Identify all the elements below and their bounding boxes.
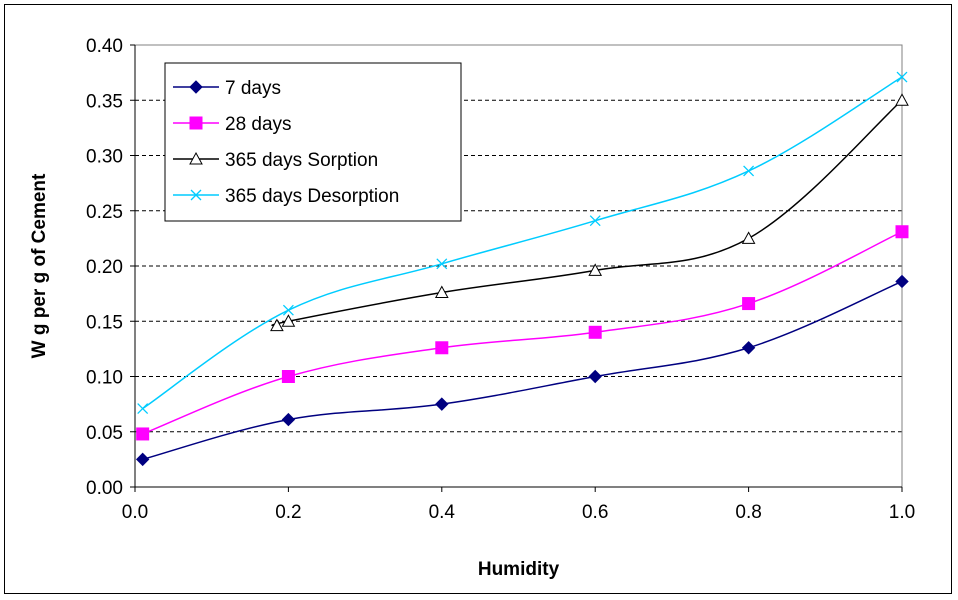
data-point-x xyxy=(436,258,448,270)
legend-item: 28 days xyxy=(173,114,292,135)
data-point-square xyxy=(742,297,756,311)
data-point-x xyxy=(589,215,601,227)
series-365-days-desorption xyxy=(137,71,908,415)
series-line xyxy=(271,99,903,327)
legend-marker-x xyxy=(190,189,202,201)
x-tick-label: 0.4 xyxy=(429,502,456,523)
data-point-diamond xyxy=(281,412,296,427)
x-axis-title: Humidity xyxy=(478,559,560,580)
data-point-triangle xyxy=(270,318,284,332)
x-tick-label: 0.0 xyxy=(122,502,148,523)
x-tick-label: 0.8 xyxy=(735,502,761,523)
y-tick-label: 0.05 xyxy=(86,423,123,444)
data-point-square xyxy=(895,225,909,239)
data-point-square xyxy=(281,370,295,383)
series-line xyxy=(142,231,903,435)
chart-svg: 0.00 0.05 0.10 0.15 0.20 0.25 0.30 0.35 0.40 0.0… xyxy=(29,36,915,580)
data-point-x xyxy=(743,165,755,177)
legend-item: 365 days Sorption xyxy=(173,150,378,171)
data-point-square xyxy=(588,325,602,339)
x-axis-ticks: 0.0 0.2 0.4 0.6 0.8 1.0 xyxy=(122,486,915,523)
data-point-x xyxy=(896,71,908,83)
data-point-x xyxy=(137,403,149,415)
data-point-triangle xyxy=(895,93,909,106)
x-marker-stroke xyxy=(436,258,448,270)
y-tick-label: 0.00 xyxy=(86,478,123,499)
data-point-diamond xyxy=(588,369,602,384)
x-marker-stroke xyxy=(743,165,755,177)
series-line xyxy=(142,280,903,461)
data-point-triangle xyxy=(588,263,603,276)
data-point-triangle xyxy=(741,231,756,244)
data-point-square xyxy=(136,427,150,441)
y-tick-label: 0.35 xyxy=(86,91,123,112)
legend-marker-diamond xyxy=(189,80,203,94)
x-marker-stroke xyxy=(282,304,294,316)
series-layer xyxy=(135,71,909,467)
chart-frame: 0.00 0.05 0.10 0.15 0.20 0.25 0.30 0.35 0.40 0.0… xyxy=(4,4,952,594)
y-axis-title: W g per g of Cement xyxy=(29,173,50,358)
series-28-days xyxy=(136,225,909,441)
y-tick-label: 0.30 xyxy=(86,147,123,168)
data-point-diamond xyxy=(895,274,909,289)
y-tick-label: 0.40 xyxy=(86,36,123,57)
x-marker-stroke xyxy=(589,215,601,227)
x-marker-stroke xyxy=(190,189,202,201)
series-7-days xyxy=(135,274,909,467)
legend-label: 365 days Sorption xyxy=(225,150,378,171)
legend-label: 28 days xyxy=(225,114,292,135)
y-axis-ticks: 0.00 0.05 0.10 0.15 0.20 0.25 0.30 0.35 0.40 xyxy=(86,36,136,499)
data-point-diamond xyxy=(741,341,756,355)
y-tick-label: 0.15 xyxy=(86,312,123,333)
legend-item: 365 days Desorption xyxy=(173,186,399,207)
legend-item: 7 days xyxy=(173,78,281,99)
legend-label: 365 days Desorption xyxy=(225,186,399,207)
data-point-x xyxy=(282,304,294,316)
y-tick-label: 0.20 xyxy=(86,257,123,278)
x-tick-label: 0.6 xyxy=(582,502,608,523)
data-point-square xyxy=(435,341,449,355)
x-marker-stroke xyxy=(896,71,908,83)
series-line xyxy=(142,76,903,410)
legend-items: 7 days 28 days 365 days Sorption 365 days D… xyxy=(173,78,399,207)
legend-marker-square xyxy=(189,116,203,130)
x-tick-label: 0.2 xyxy=(275,502,301,523)
data-point-triangle xyxy=(434,285,449,299)
series-365-days-sorption xyxy=(270,93,909,332)
y-tick-label: 0.25 xyxy=(86,202,123,223)
data-point-triangle xyxy=(281,314,296,327)
legend: 7 days 28 days 365 days Sorption 365 days D… xyxy=(164,62,462,222)
x-tick-label: 1.0 xyxy=(889,502,915,523)
legend-label: 7 days xyxy=(225,78,281,99)
data-point-diamond xyxy=(135,452,150,467)
y-tick-label: 0.10 xyxy=(86,368,123,389)
data-point-diamond xyxy=(435,397,449,411)
x-marker-stroke xyxy=(137,403,149,415)
legend-marker-triangle xyxy=(189,151,203,165)
